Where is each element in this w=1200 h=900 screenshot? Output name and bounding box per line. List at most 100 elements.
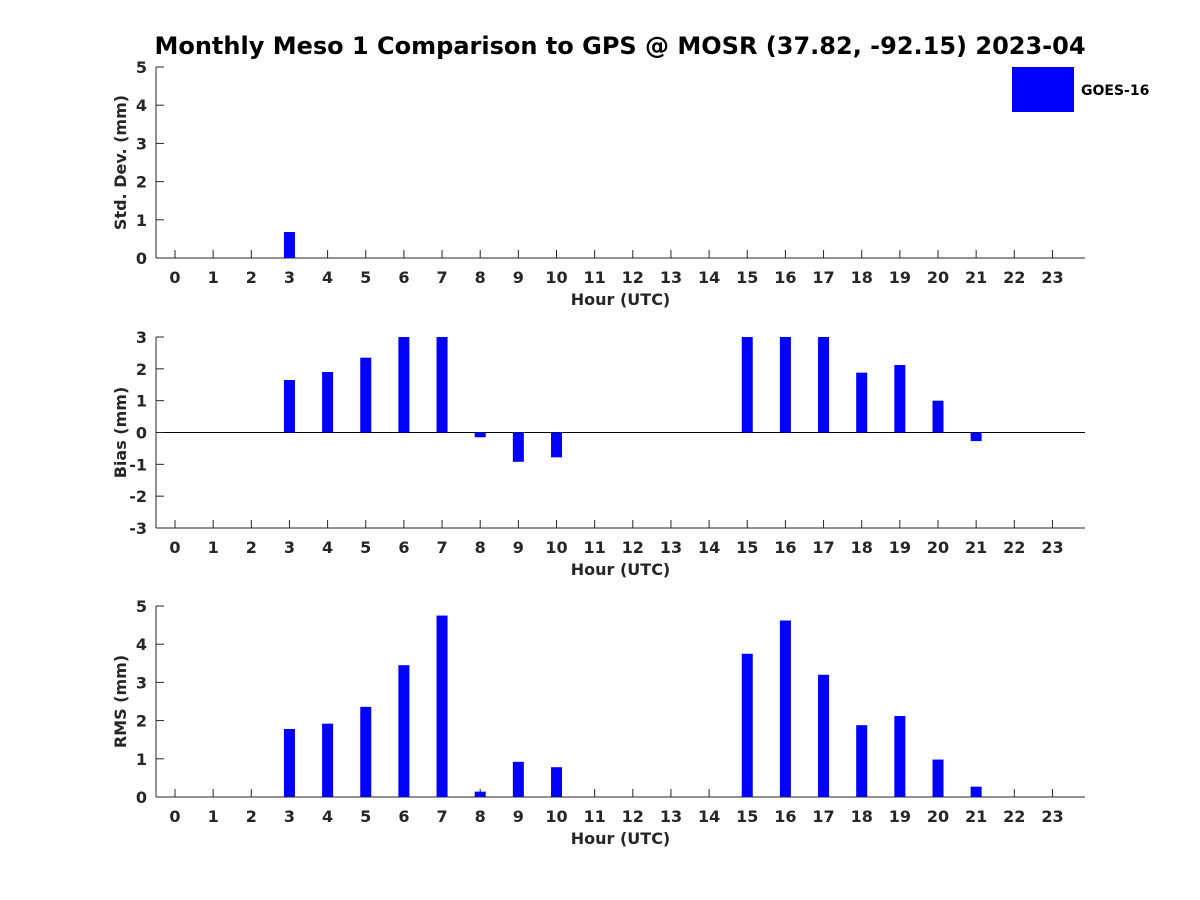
bias-x-tick-label: 2 xyxy=(246,538,257,557)
bias-x-tick-label: 0 xyxy=(169,538,180,557)
bias-y-tick-label: -2 xyxy=(129,487,147,506)
rms-y-tick-label: 5 xyxy=(136,597,147,616)
bias-y-axis-label: Bias (mm) xyxy=(111,387,130,479)
rms-y-tick-label: 0 xyxy=(136,788,147,807)
std-dev-x-tick-label: 10 xyxy=(545,268,567,287)
std-dev-x-tick-label: 2 xyxy=(246,268,257,287)
rms-x-tick-label: 5 xyxy=(360,807,371,826)
std-dev-x-tick-label: 7 xyxy=(436,268,447,287)
bias-y-tick-label: -3 xyxy=(129,519,147,538)
bias-y-tick-label: 3 xyxy=(136,328,147,347)
rms-x-axis-label: Hour (UTC) xyxy=(571,829,671,848)
bias-bar-hour-10 xyxy=(551,432,562,458)
std-dev-x-tick-label: 17 xyxy=(812,268,834,287)
std-dev-x-tick-label: 20 xyxy=(927,268,949,287)
rms-x-tick-label: 8 xyxy=(475,807,486,826)
rms-x-tick-label: 21 xyxy=(965,807,987,826)
bias-x-tick-label: 10 xyxy=(545,538,567,557)
bias-x-tick-label: 22 xyxy=(1003,538,1025,557)
rms-y-axis-label: RMS (mm) xyxy=(111,655,130,748)
bias-bar-hour-16 xyxy=(779,337,791,433)
rms-bar-hour-7 xyxy=(436,615,448,797)
bias-x-tick-label: 9 xyxy=(513,538,524,557)
std-dev-x-tick-label: 5 xyxy=(360,268,371,287)
rms-y-tick-label: 3 xyxy=(136,673,147,692)
bias-x-tick-label: 13 xyxy=(660,538,682,557)
rms-x-tick-label: 2 xyxy=(246,807,257,826)
rms-bar-hour-8 xyxy=(474,791,486,797)
std-dev-x-tick-label: 16 xyxy=(774,268,796,287)
std-dev-x-tick-label: 8 xyxy=(475,268,486,287)
bias-y-tick-label: -1 xyxy=(129,455,147,474)
rms-bar-hour-3 xyxy=(283,729,295,797)
bias-bar-hour-18 xyxy=(856,372,868,433)
rms-bar-hour-20 xyxy=(932,759,944,797)
std-dev-x-tick-label: 1 xyxy=(208,268,219,287)
bias-y-tick-label: 1 xyxy=(136,392,147,411)
bias-x-tick-label: 1 xyxy=(208,538,219,557)
rms-x-tick-label: 9 xyxy=(513,807,524,826)
bias-bar-hour-3 xyxy=(283,379,295,433)
bias-x-tick-label: 6 xyxy=(398,538,409,557)
rms-x-tick-label: 3 xyxy=(284,807,295,826)
std-dev-x-tick-label: 23 xyxy=(1041,268,1063,287)
rms-x-tick-label: 22 xyxy=(1003,807,1025,826)
bias-x-tick-label: 4 xyxy=(322,538,333,557)
bias-x-tick-label: 18 xyxy=(851,538,873,557)
std-dev-y-tick-label: 0 xyxy=(136,249,147,268)
std-dev-x-tick-label: 11 xyxy=(584,268,606,287)
rms-bar-hour-18 xyxy=(856,725,868,797)
rms-bar-hour-4 xyxy=(322,723,334,797)
rms-x-tick-label: 6 xyxy=(398,807,409,826)
bias-x-axis-label: Hour (UTC) xyxy=(571,560,671,579)
bias-bar-hour-8 xyxy=(474,432,486,438)
bias-x-tick-label: 20 xyxy=(927,538,949,557)
std-dev-y-axis-label: Std. Dev. (mm) xyxy=(111,95,130,230)
bias-x-tick-label: 7 xyxy=(436,538,447,557)
legend-label: GOES-16 xyxy=(1081,83,1149,99)
bias-bar-hour-21 xyxy=(970,432,982,442)
rms-y-tick-label: 2 xyxy=(136,712,147,731)
std-dev-x-tick-label: 0 xyxy=(169,268,180,287)
rms-x-tick-label: 10 xyxy=(545,807,567,826)
bias-bar-hour-6 xyxy=(398,337,410,433)
legend: GOES-16 xyxy=(1012,67,1149,112)
rms-bar-hour-21 xyxy=(970,786,982,797)
bias-bar-hour-17 xyxy=(818,337,830,433)
bias-bar-hour-9 xyxy=(512,432,524,462)
std-dev-y-tick-label: 1 xyxy=(136,211,147,230)
rms-x-tick-label: 18 xyxy=(851,807,873,826)
bias-bar-hour-19 xyxy=(894,365,906,433)
rms-y-tick-label: 1 xyxy=(136,750,147,769)
std-dev-x-tick-label: 18 xyxy=(851,268,873,287)
rms-bar-hour-17 xyxy=(818,674,830,797)
rms-x-tick-label: 7 xyxy=(436,807,447,826)
std-dev-x-axis-label: Hour (UTC) xyxy=(571,290,671,309)
rms-x-tick-label: 23 xyxy=(1041,807,1063,826)
bias-bar-hour-5 xyxy=(360,357,372,433)
std-dev-x-tick-label: 9 xyxy=(513,268,524,287)
rms-x-tick-label: 17 xyxy=(812,807,834,826)
bias-bar-hour-7 xyxy=(436,337,448,433)
rms-bar-hour-9 xyxy=(512,761,524,797)
rms-x-tick-label: 16 xyxy=(774,807,796,826)
bias-x-tick-label: 11 xyxy=(584,538,606,557)
std-dev-y-tick-label: 5 xyxy=(136,58,147,77)
rms-x-tick-label: 12 xyxy=(622,807,644,826)
chart-title: Monthly Meso 1 Comparison to GPS @ MOSR … xyxy=(154,32,1085,60)
std-dev-x-tick-label: 21 xyxy=(965,268,987,287)
bias-x-tick-label: 17 xyxy=(812,538,834,557)
std-dev-y-tick-label: 3 xyxy=(136,134,147,153)
bias-y-tick-label: 0 xyxy=(136,424,147,443)
bias-x-tick-label: 12 xyxy=(622,538,644,557)
bias-x-tick-label: 19 xyxy=(889,538,911,557)
std-dev-x-tick-label: 13 xyxy=(660,268,682,287)
rms-bar-hour-10 xyxy=(551,767,562,797)
bias-bar-hour-4 xyxy=(322,372,334,433)
rms-bar-hour-15 xyxy=(741,653,753,797)
std-dev-x-tick-label: 6 xyxy=(398,268,409,287)
std-dev-x-tick-label: 3 xyxy=(284,268,295,287)
